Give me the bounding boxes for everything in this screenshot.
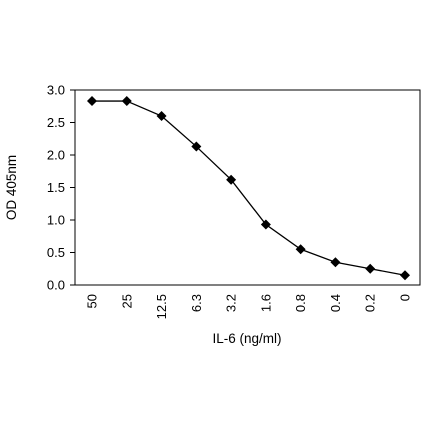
data-point-marker — [191, 141, 202, 152]
data-point-marker — [260, 219, 271, 230]
data-point-marker — [400, 270, 410, 281]
y-tick-label: 0.5 — [47, 245, 65, 260]
x-tick-label: 6.3 — [189, 294, 204, 312]
y-tick-label: 2.5 — [47, 115, 65, 130]
y-axis-title: OD 405nm — [4, 155, 19, 220]
data-point-marker — [87, 96, 97, 107]
x-tick-label: 25 — [119, 294, 134, 308]
data-point-marker — [365, 263, 376, 274]
x-tick-label: 1.6 — [258, 294, 273, 312]
y-tick-label: 2.0 — [47, 148, 65, 163]
x-tick-label: 12.5 — [154, 294, 169, 319]
data-point-marker — [330, 257, 341, 268]
series-layer — [87, 96, 410, 281]
x-tick-label: 0 — [398, 294, 413, 301]
x-tick-label: 3.2 — [224, 294, 239, 312]
x-tick-label: 50 — [85, 294, 100, 308]
x-axis-ticks: 50 25 12.5 6.3 3.2 1.6 0.8 0.4 0.2 0 — [85, 294, 413, 319]
y-axis-ticks: 0.0 0.5 1.0 1.5 2.0 2.5 3.0 — [47, 83, 75, 293]
x-tick-label: 0.8 — [293, 294, 308, 312]
y-tick-label: 1.0 — [47, 213, 65, 228]
data-point-marker — [156, 111, 167, 121]
data-point-marker — [226, 174, 237, 185]
series-line — [92, 100, 406, 276]
x-tick-label: 0.2 — [363, 294, 378, 312]
x-axis-title: IL-6 (ng/ml) — [212, 331, 281, 346]
data-point-marker — [295, 244, 306, 255]
y-tick-label: 1.5 — [47, 180, 65, 195]
y-tick-label: 3.0 — [47, 83, 65, 98]
y-tick-label: 0.0 — [47, 278, 65, 293]
x-tick-label: 0.4 — [328, 294, 343, 312]
plot-frame — [74, 89, 421, 286]
data-point-marker — [121, 96, 132, 107]
